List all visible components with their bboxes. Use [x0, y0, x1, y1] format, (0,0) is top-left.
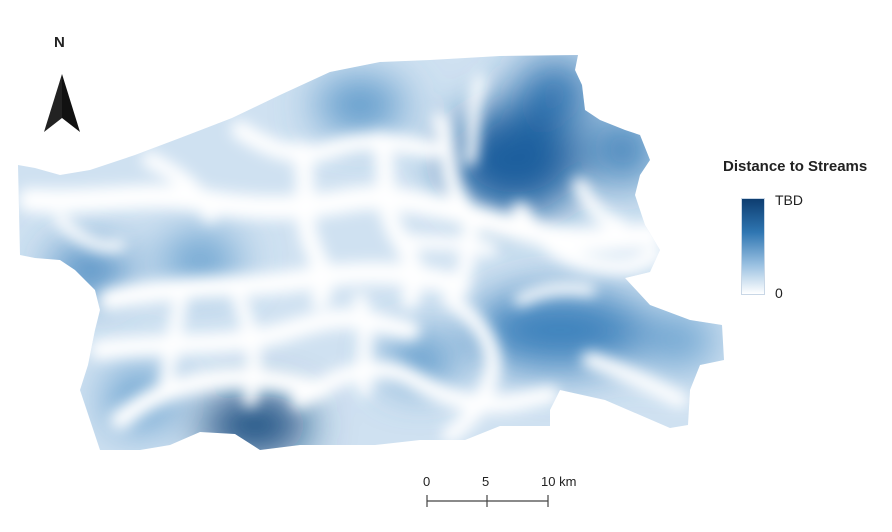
scale-bar [426, 495, 549, 507]
legend-color-ramp [741, 198, 765, 295]
north-label: N [54, 34, 65, 51]
legend-min-label: 0 [775, 285, 783, 301]
stream-network [18, 74, 688, 443]
north-arrow-icon [44, 74, 80, 132]
scale-label-5: 5 [482, 474, 490, 489]
legend-title: Distance to Streams [723, 158, 868, 175]
scale-label-0: 0 [423, 474, 431, 489]
scale-label-10km: 10 km [541, 474, 577, 489]
far-distance-zones [50, 60, 715, 450]
legend-max-label: TBD [775, 192, 803, 208]
